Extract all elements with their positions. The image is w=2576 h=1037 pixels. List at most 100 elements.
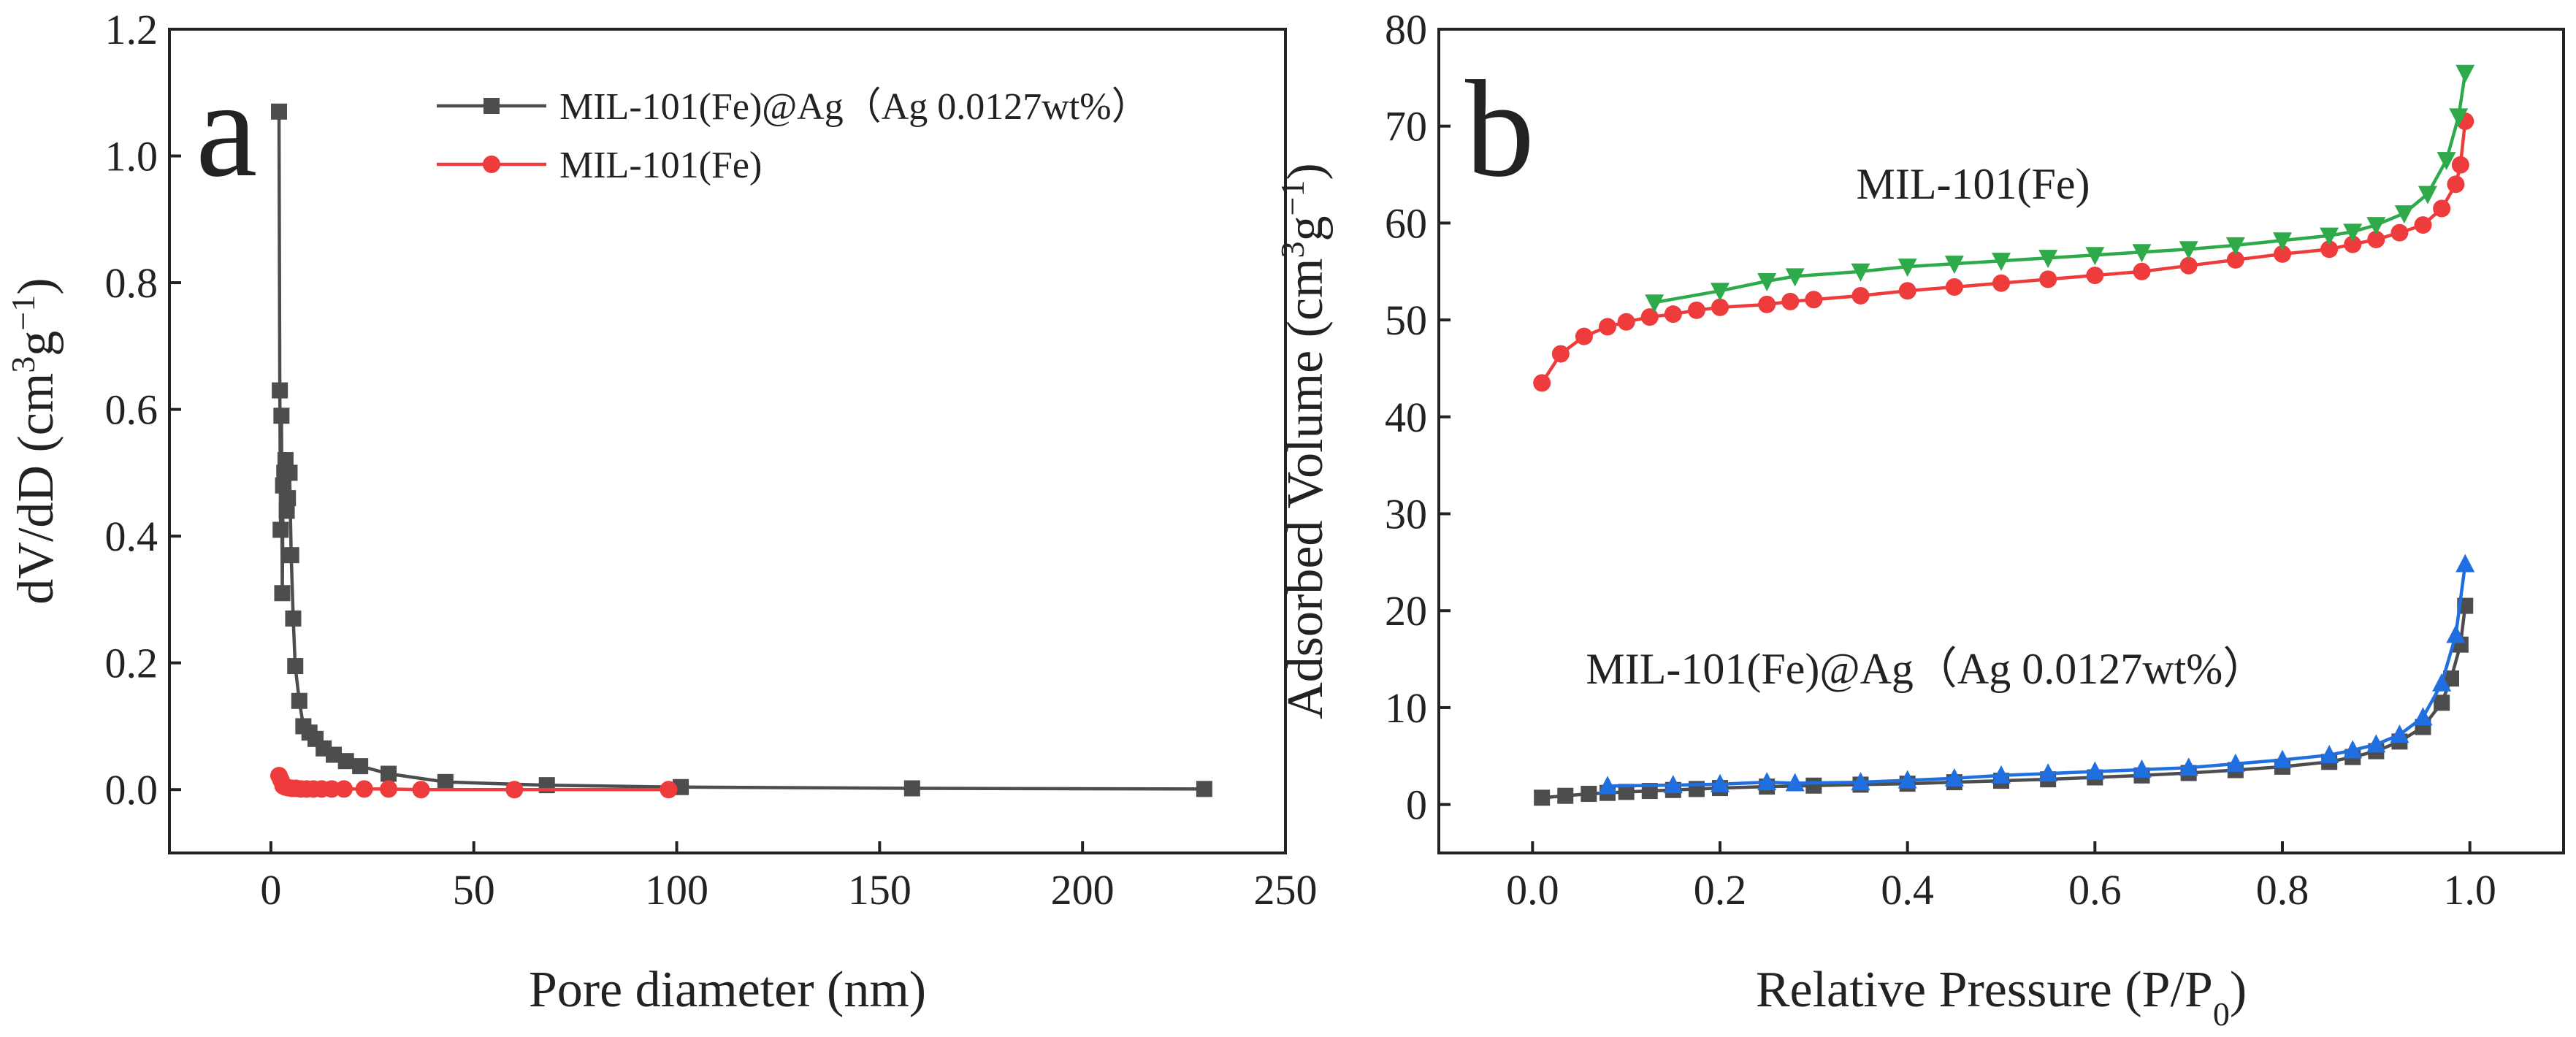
data-point — [2437, 152, 2456, 171]
x-tick-label: 0.8 — [2256, 866, 2309, 914]
data-point — [1551, 345, 1570, 363]
y-tick-label: 1.0 — [105, 133, 158, 180]
legend: MIL-101(Fe)@Ag（Ag 0.0127wt%） MIL-101(Fe) — [437, 86, 1150, 186]
data-point — [2273, 232, 2292, 251]
y-tick-label: 50 — [1385, 296, 1427, 344]
y-tick-label: 30 — [1385, 491, 1427, 538]
series-line — [1654, 72, 2467, 305]
data-point — [2133, 262, 2151, 280]
data-point — [2390, 724, 2409, 743]
data-point — [2225, 753, 2245, 772]
data-point — [281, 464, 298, 481]
data-point — [437, 773, 454, 790]
data-point — [2344, 235, 2362, 253]
data-point — [337, 753, 354, 770]
data-point — [2274, 245, 2291, 263]
data-point — [2085, 247, 2105, 266]
data-point — [2451, 156, 2469, 174]
data-point — [2320, 744, 2339, 763]
y-tick-label: 80 — [1385, 6, 1427, 53]
data-point — [1575, 327, 1593, 345]
plot-frame — [1437, 28, 2565, 854]
series-4 — [1598, 554, 2475, 795]
data-point — [1711, 773, 1730, 792]
data-point — [2455, 554, 2475, 573]
legend-marker — [483, 156, 500, 173]
data-point — [278, 502, 295, 519]
panel-a-chart: 0 50 100 150 200 250 0.0 0.2 0.4 0.6 0.8 1.0 1.2 a Por… — [4, 6, 1318, 1018]
annotation: MIL-101(Fe)@Ag（Ag 0.0127wt%） — [1586, 645, 2266, 693]
panel-letter: a — [196, 53, 257, 206]
data-point — [1640, 308, 1659, 326]
y-tick-label: 0 — [1406, 781, 1427, 829]
x-tick-label: 200 — [1051, 866, 1115, 914]
panel-letter: b — [1465, 53, 1534, 206]
data-point — [2434, 694, 2450, 711]
data-point — [1785, 268, 1805, 287]
data-point — [2273, 749, 2292, 768]
data-point — [1944, 768, 1964, 787]
x-tick-label: 0.4 — [1881, 866, 1934, 914]
data-point — [2414, 216, 2432, 234]
data-point — [660, 781, 678, 799]
data-point — [2413, 707, 2433, 726]
data-point — [1533, 374, 1551, 392]
data-point — [1781, 292, 1800, 310]
data-point — [277, 452, 294, 469]
data-point — [2038, 763, 2058, 782]
panel-b-chart: 0.0 0.2 0.4 0.6 0.8 1.0 0 10 20 30 40 50 60 70 80 b Rela… — [1274, 6, 2565, 1033]
series-line — [277, 111, 1204, 791]
data-point — [1645, 294, 1665, 313]
data-point — [326, 746, 343, 763]
data-point — [505, 781, 524, 799]
data-point — [1196, 781, 1212, 797]
data-point — [274, 585, 291, 602]
data-point — [1851, 772, 1870, 791]
data-point — [2449, 108, 2469, 127]
data-point — [2179, 241, 2198, 260]
x-tick-label: 0.0 — [1506, 866, 1559, 914]
y-tick-label: 70 — [1385, 103, 1427, 150]
data-point — [1663, 775, 1683, 794]
data-point — [2366, 217, 2386, 236]
data-point — [2343, 223, 2363, 242]
data-point — [287, 658, 304, 675]
data-point — [2432, 673, 2452, 692]
data-point — [1757, 772, 1777, 791]
series-1 — [271, 103, 1212, 797]
data-point — [1851, 286, 1870, 305]
data-point — [1898, 282, 1916, 300]
y-tick-label: 40 — [1385, 394, 1427, 441]
data-point — [1805, 291, 1823, 309]
data-point — [2226, 250, 2244, 269]
data-point — [2366, 734, 2386, 753]
legend-label: MIL-101(Fe)@Ag（Ag 0.0127wt%） — [559, 86, 1150, 128]
data-point — [1711, 283, 1730, 302]
data-point — [271, 103, 288, 120]
data-point — [381, 765, 397, 782]
y-axis-title: dV/dD (cm3g−1) — [4, 278, 65, 604]
data-point — [283, 547, 299, 564]
data-point — [412, 781, 430, 799]
series-2 — [1645, 64, 2475, 313]
data-point — [1687, 301, 1705, 319]
y-tick-label: 0.2 — [105, 640, 158, 687]
data-point — [2320, 227, 2339, 246]
series-1 — [1533, 112, 2474, 392]
x-tick-label: 100 — [645, 866, 708, 914]
data-point — [2086, 267, 2104, 285]
x-axis-title: Pore diameter (nm) — [529, 962, 926, 1018]
y-tick-label: 1.2 — [105, 6, 158, 53]
data-point — [2085, 761, 2105, 780]
data-point — [1897, 259, 1917, 278]
data-point — [355, 780, 373, 798]
y-tick-label: 20 — [1385, 587, 1427, 635]
data-point — [1599, 318, 1616, 336]
data-point — [1581, 786, 1597, 803]
data-point — [1944, 256, 1964, 275]
data-point — [1805, 777, 1822, 794]
legend-marker — [484, 98, 500, 114]
data-point — [2390, 223, 2409, 242]
data-point — [903, 780, 920, 797]
